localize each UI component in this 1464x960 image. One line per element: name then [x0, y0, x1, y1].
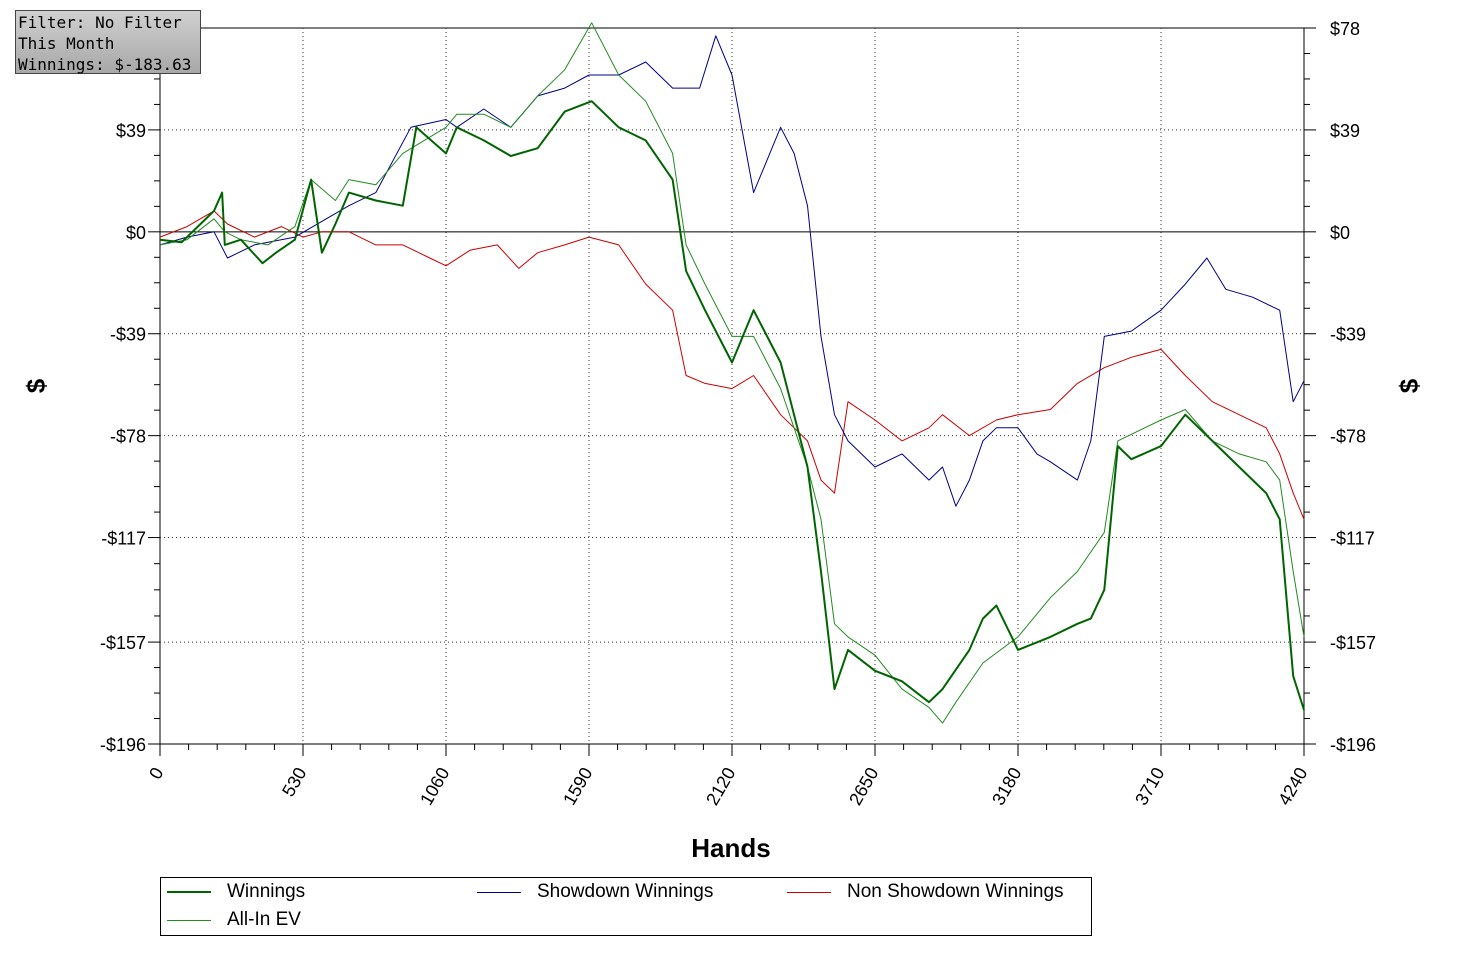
y-tick-label-right: $78 — [1330, 19, 1360, 39]
y-tick-label-right: $0 — [1330, 223, 1350, 243]
x-tick-label: 2650 — [845, 764, 882, 809]
x-tick-label: 3180 — [988, 764, 1025, 809]
y-axis-title-left: $ — [21, 378, 51, 393]
y-tick-label-left: -$117 — [101, 529, 146, 549]
legend: Winnings All-In EV Showdown Winnings Non… — [160, 877, 1092, 936]
legend-swatch-showdown — [477, 891, 521, 893]
legend-item-non-showdown: Non Showdown Winnings — [787, 880, 1064, 904]
showdown-line — [159, 35, 1305, 507]
non-showdown-line — [159, 210, 1305, 520]
y-axis-title-right: $ — [1394, 378, 1424, 393]
x-tick-label: 1060 — [416, 764, 453, 809]
legend-swatch-allin-ev — [167, 919, 211, 921]
x-axis-title: Hands — [691, 833, 770, 863]
x-tick-label: 3710 — [1131, 764, 1168, 809]
grid — [160, 28, 1304, 744]
series-lines — [159, 22, 1305, 724]
y-tick-label-left: -$196 — [100, 735, 146, 755]
y-tick-label-right: -$157 — [1330, 633, 1376, 653]
legend-swatch-winnings — [167, 891, 211, 893]
y-tick-label-right: $39 — [1330, 121, 1360, 141]
legend-label-winnings: Winnings — [227, 881, 306, 902]
legend-label-non-showdown: Non Showdown Winnings — [847, 881, 1064, 902]
filter-info-box: Filter: No Filter This Month Winnings: $… — [15, 10, 201, 74]
period-label: This Month — [18, 34, 115, 53]
legend-item-showdown: Showdown Winnings — [477, 880, 713, 904]
legend-swatch-non-showdown — [787, 891, 831, 893]
filter-label: Filter: No Filter — [18, 13, 182, 32]
y-tick-label-left: $39 — [116, 121, 146, 141]
legend-label-showdown: Showdown Winnings — [537, 881, 714, 902]
legend-item-allin-ev: All-In EV — [167, 908, 301, 932]
y-tick-label-right: -$78 — [1330, 427, 1366, 447]
x-tick-label: 0 — [145, 764, 167, 783]
y-tick-label-left: $0 — [126, 223, 146, 243]
x-tick-label: 4240 — [1274, 764, 1311, 809]
y-tick-label-right: -$196 — [1330, 735, 1376, 755]
legend-item-winnings: Winnings — [167, 880, 305, 904]
y-tick-label-right: -$117 — [1330, 529, 1375, 549]
y-tick-label-left: -$157 — [100, 633, 146, 653]
winnings-line — [159, 100, 1305, 711]
legend-label-allin-ev: All-In EV — [227, 909, 301, 930]
winnings-summary: Winnings: $-183.63 — [18, 55, 192, 74]
x-tick-label: 530 — [278, 764, 310, 800]
y-tick-label-right: -$39 — [1330, 325, 1366, 345]
x-tick-label: 1590 — [559, 764, 596, 809]
y-tick-label-left: -$78 — [110, 427, 146, 447]
x-tick-label: 2120 — [702, 764, 739, 809]
y-tick-label-left: -$39 — [110, 325, 146, 345]
